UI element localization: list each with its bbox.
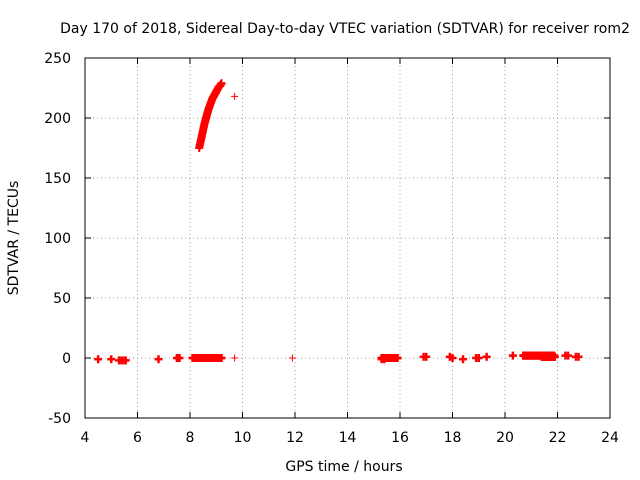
- x-tick-label: 14: [339, 430, 357, 446]
- grid: [85, 58, 610, 418]
- x-tick-label: 18: [444, 430, 462, 446]
- data-point-marker: [121, 356, 130, 365]
- data-point-marker: [107, 355, 116, 364]
- data-point-marker: [288, 354, 296, 362]
- x-tick-label: 12: [286, 430, 304, 446]
- x-tick-label: 24: [601, 430, 619, 446]
- x-axis-title: GPS time / hours: [285, 459, 402, 475]
- y-tick-label: 0: [62, 351, 71, 367]
- data-point-marker: [154, 355, 163, 364]
- data-point-marker: [448, 354, 457, 362]
- data-point-marker: [216, 354, 225, 362]
- data-point-marker: [564, 351, 572, 360]
- chart-title: Day 170 of 2018, Sidereal Day-to-day VTE…: [60, 21, 630, 37]
- data-point-marker: [422, 352, 431, 361]
- y-tick-label: 200: [44, 111, 71, 127]
- x-tick-label: 10: [234, 430, 252, 446]
- data-point-marker: [231, 354, 239, 362]
- data-point-marker: [574, 352, 583, 361]
- data-point-marker: [482, 352, 491, 361]
- data-point-marker: [231, 92, 239, 100]
- x-tick-label: 20: [496, 430, 514, 446]
- x-tick-label: 6: [133, 430, 142, 446]
- data-point-marker: [217, 79, 226, 88]
- y-tick-label: 150: [44, 171, 71, 187]
- y-tick-label: 250: [44, 51, 71, 67]
- x-tick-label: 16: [391, 430, 409, 446]
- x-tick-label: 8: [186, 430, 195, 446]
- data-point-marker: [175, 354, 184, 362]
- y-axis-title: SDTVAR / TECUs: [6, 181, 22, 296]
- x-tick-label: 22: [549, 430, 567, 446]
- data-point-marker: [393, 354, 402, 362]
- data-point-marker: [94, 355, 103, 364]
- y-tick-label: 100: [44, 231, 71, 247]
- data-point-marker: [474, 354, 483, 362]
- x-tick-label: 4: [81, 430, 90, 446]
- y-tick-label: 50: [53, 291, 71, 307]
- data-points: [94, 79, 583, 365]
- data-point-marker: [459, 355, 467, 364]
- y-tick-label: -50: [48, 411, 71, 427]
- data-point-marker: [550, 352, 559, 361]
- data-point-marker: [508, 351, 517, 360]
- ticks: 4 6 8 10 12 14 16 18 20 22 24 -50 0 50 100 150 200 250: [44, 51, 619, 446]
